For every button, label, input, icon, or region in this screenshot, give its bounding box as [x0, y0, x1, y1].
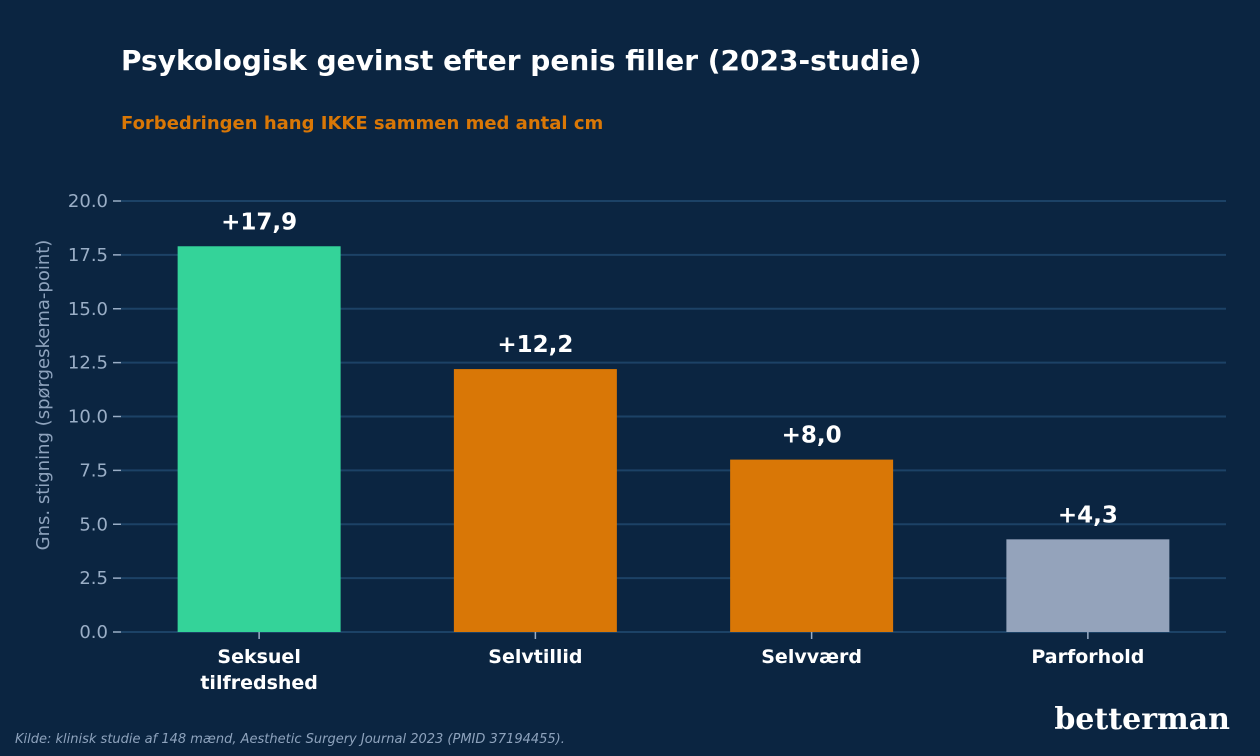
x-tick-label: tilfredshed: [200, 672, 318, 694]
bars: +17,9 +12,2 +8,0 +4,3: [177, 209, 1170, 632]
brand-logo: betterman: [1054, 702, 1230, 737]
x-tick-label: Selvtillid: [488, 646, 582, 668]
x-axis: Seksuel tilfredshed Selvtillid Selvværd Parf…: [200, 632, 1144, 694]
y-tick-label: 0.0: [79, 622, 108, 643]
bar: [1006, 539, 1170, 632]
bar: [453, 369, 617, 632]
y-tick-label: 17.5: [68, 245, 108, 266]
y-tick-label: 20.0: [68, 191, 108, 212]
x-tick-label: Seksuel: [217, 646, 300, 668]
y-axis-label: Gns. stigning (spørgeskema-point): [33, 240, 54, 551]
y-tick-label: 2.5: [79, 568, 108, 589]
x-tick-label: Parforhold: [1031, 646, 1144, 668]
y-tick-label: 7.5: [79, 460, 108, 481]
y-tick-label: 5.0: [79, 514, 108, 535]
data-label: +12,2: [497, 332, 573, 358]
chart-title: Psykologisk gevinst efter penis filler (…: [121, 44, 922, 77]
data-label: +8,0: [782, 423, 842, 449]
chart-subtitle: Forbedringen hang IKKE sammen med antal …: [121, 113, 603, 134]
bar: [177, 246, 341, 632]
bar: [730, 459, 894, 632]
x-tick-label: Selvværd: [761, 646, 862, 668]
source-note: Kilde: klinisk studie af 148 mænd, Aesth…: [15, 732, 565, 747]
data-label: +17,9: [221, 209, 297, 235]
y-tick-label: 12.5: [68, 353, 108, 374]
y-tick-label: 10.0: [68, 407, 108, 428]
y-axis: 0.0 2.5 5.0 7.5 10.0 12.5 15.0 17.5 20.0: [68, 191, 121, 643]
data-label: +4,3: [1058, 502, 1118, 528]
y-tick-label: 15.0: [68, 299, 108, 320]
